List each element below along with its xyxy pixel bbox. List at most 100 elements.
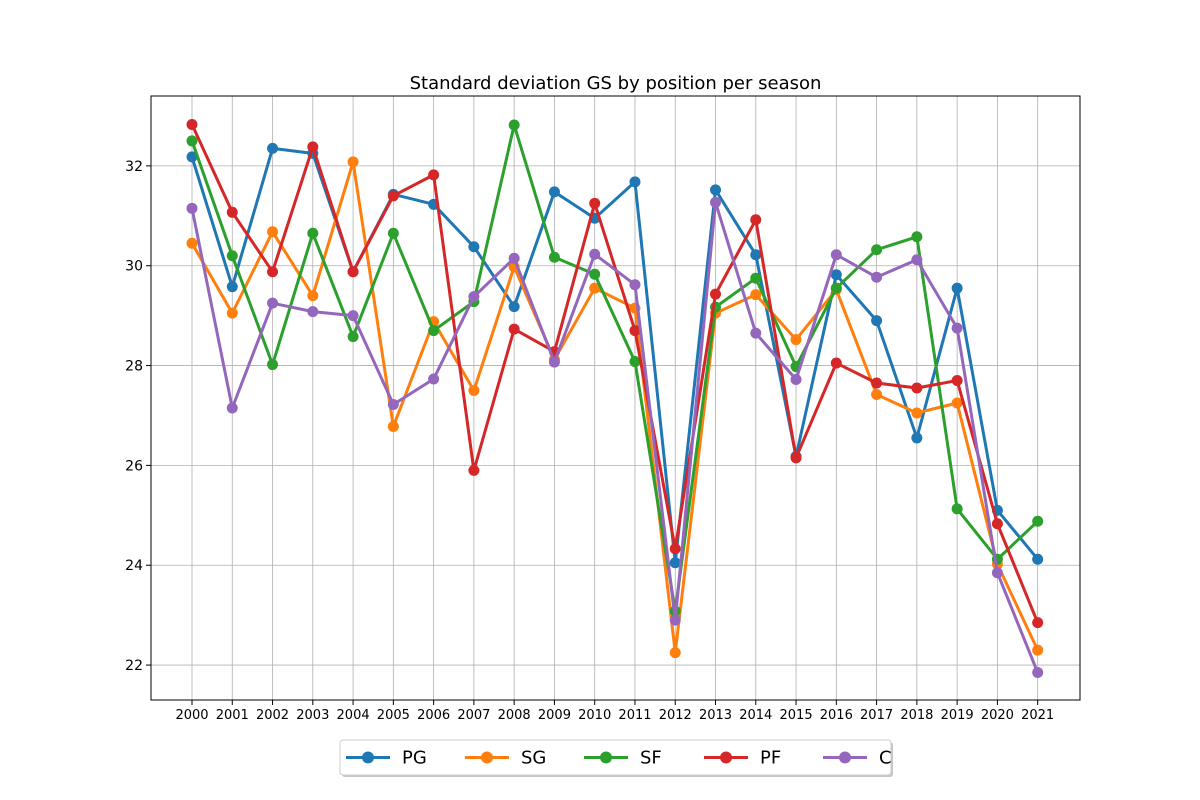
x-tick-label: 2008 [498,708,531,723]
series-line-sf [190,123,1040,613]
data-point [871,315,883,327]
data-point [267,142,279,154]
data-point [186,151,198,163]
data-point [830,357,842,369]
y-tick-label: 22 [125,658,143,674]
data-point [226,250,238,262]
data-point [750,214,762,226]
x-tick-label: 2012 [659,708,692,723]
data-point [871,244,883,256]
data-point [1032,515,1044,527]
chart-title: Standard deviation GS by position per se… [410,73,822,94]
x-tick-label: 2000 [175,708,208,723]
data-point [428,169,440,181]
data-point [267,266,279,278]
data-point [508,252,520,264]
data-point [307,290,319,302]
legend-marker-pg [362,751,374,764]
data-point [790,334,802,346]
data-point [186,118,198,130]
data-point [508,301,520,313]
series-line-c [190,200,1040,675]
series-pf [186,118,1044,629]
data-point [226,206,238,218]
legend-marker-pf [720,751,732,764]
legend-label-sg: SG [521,748,546,769]
data-point [307,227,319,239]
data-point [428,373,440,385]
y-tick-label: 26 [125,458,143,474]
legend-marker-c [839,751,851,764]
series-line-pf [190,122,1040,625]
data-point [911,432,923,444]
data-point [951,322,963,334]
data-point [468,291,480,303]
x-tick-label: 2021 [1021,708,1054,723]
data-point [911,407,923,419]
y-tick-label: 24 [125,558,143,574]
data-point [951,282,963,294]
legend-marker-sg [481,751,493,764]
data-point [871,389,883,401]
data-point [750,249,762,261]
data-point [347,156,359,168]
x-tick-label: 2010 [578,708,611,723]
data-point [790,452,802,464]
data-point [186,237,198,249]
data-point [750,327,762,339]
legend: PG SG SF PF C [339,739,893,777]
data-point [710,184,722,196]
data-point [629,176,641,188]
x-tick-label: 2007 [457,708,490,723]
data-point [186,135,198,147]
legend-label-pg: PG [402,748,427,769]
data-point [347,310,359,322]
data-point [387,398,399,410]
x-axis-ticks: 2000 2001 2002 2003 2004 2005 2006 2007 2008 2009… [175,700,1054,723]
data-point [468,241,480,253]
x-tick-label: 2019 [941,708,974,723]
x-tick-label: 2002 [256,708,289,723]
data-point [991,567,1003,579]
data-point [911,231,923,243]
data-point [226,307,238,319]
data-point [186,202,198,214]
data-point [1032,617,1044,629]
data-point [951,397,963,409]
data-point [710,288,722,300]
series-c [186,196,1044,679]
data-point [1032,553,1044,565]
data-point [669,614,681,626]
data-point [589,197,601,209]
data-point [387,190,399,202]
data-point [1032,667,1044,679]
data-point [830,282,842,294]
x-tick-label: 2020 [981,708,1014,723]
x-tick-label: 2017 [860,708,893,723]
data-point [830,249,842,261]
data-point [267,297,279,309]
data-point [589,268,601,280]
data-point [428,325,440,337]
series-sf [186,119,1044,617]
data-point [750,272,762,284]
data-point [468,385,480,397]
data-point [991,518,1003,530]
x-tick-label: 2001 [216,708,249,723]
data-point [307,141,319,153]
data-point [548,186,560,198]
y-axis-ticks: 22 24 26 28 30 32 [125,159,151,674]
data-point [669,647,681,659]
x-tick-label: 2015 [780,708,813,723]
data-point [629,279,641,291]
data-point [871,271,883,283]
data-point [589,248,601,260]
data-point [508,323,520,335]
data-point [911,254,923,266]
data-point [468,464,480,476]
series-line-sg [190,160,1040,655]
data-point [226,402,238,414]
x-tick-label: 2005 [377,708,410,723]
